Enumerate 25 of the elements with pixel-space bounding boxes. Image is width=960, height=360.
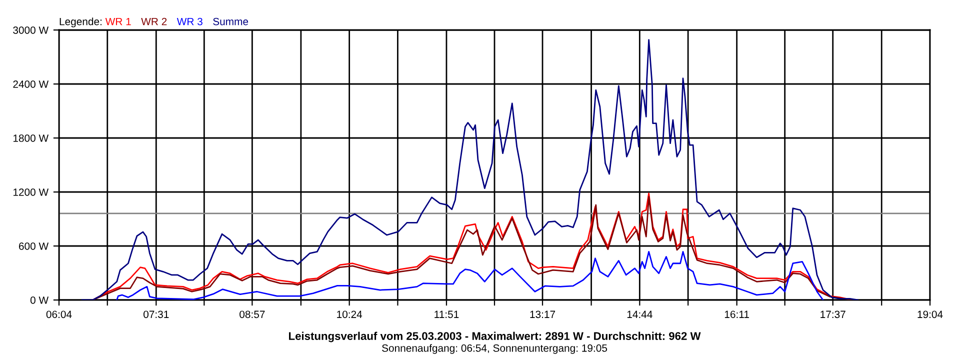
y-tick-label: 0 W (30, 296, 49, 304)
line-series (81, 39, 859, 300)
x-tick-label: 11:51 (434, 310, 459, 318)
x-tick-label: 06:04 (46, 310, 72, 318)
legend-title: Legende: (60, 18, 102, 28)
x-tick-label: 07:31 (144, 310, 169, 318)
y-tick-label: 1800 W (13, 134, 49, 142)
y-tick-label: 3000 W (13, 26, 49, 34)
text: WR 1 (105, 18, 131, 26)
x-tick-label: 14:44 (627, 310, 652, 318)
y-tick-label: 2400 W (13, 80, 49, 88)
text: Summe (213, 18, 248, 26)
text: Sonnenaufgang: 06:54, Sonnenuntergang: 19:05 (382, 344, 608, 354)
text: WR 3 (176, 18, 202, 26)
y-tick-label: 1200 W (13, 188, 49, 196)
line-series (116, 250, 824, 300)
x-tick-label: 16:11 (724, 310, 749, 318)
text: WR 2 (141, 18, 167, 26)
text: Leistungsverlauf vom 25.03.2003 - Maximalwert: 2891 W - Durchschnitt: 962 W (289, 332, 701, 342)
x-tick-label: 08:57 (240, 310, 265, 318)
x-tick-label: 13:17 (530, 310, 556, 318)
x-tick-label: 10:24 (337, 310, 362, 318)
x-tick-label: 19:04 (918, 310, 943, 318)
x-tick-label: 17:37 (820, 310, 846, 318)
y-tick-label: 600 W (19, 242, 49, 250)
